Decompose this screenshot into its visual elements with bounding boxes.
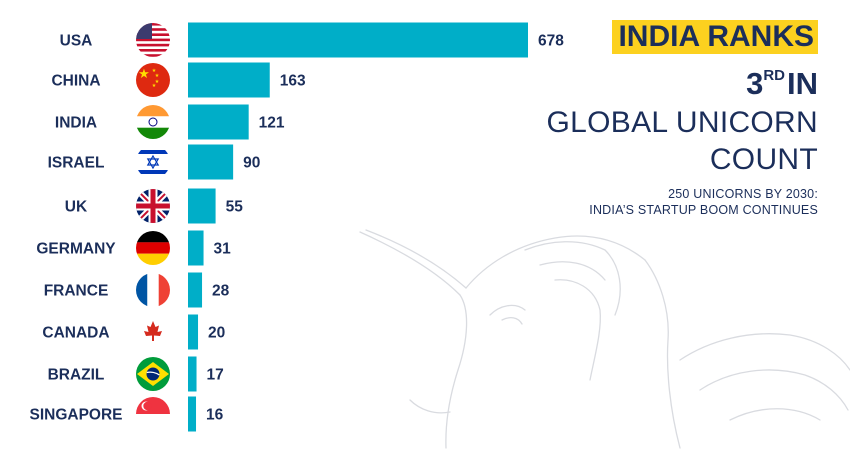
value-label-usa: 678: [538, 33, 564, 50]
svg-text:★: ★: [152, 68, 157, 74]
bar-canada: [188, 314, 199, 350]
value-label-germany: 31: [214, 241, 232, 258]
bar-israel: [188, 144, 234, 180]
flag-usa: [136, 23, 170, 57]
headline-rank: 3RDIN: [547, 56, 818, 104]
value-label-canada: 20: [208, 325, 225, 342]
flag-canada: [136, 315, 170, 349]
value-label-china: 163: [280, 73, 306, 90]
category-label-singapore: SINGAPORE: [29, 407, 122, 424]
flag-uk: [136, 189, 170, 223]
category-label-china: CHINA: [51, 73, 100, 90]
category-label-france: FRANCE: [44, 283, 109, 300]
category-label-uk: UK: [65, 199, 88, 216]
flag-brazil: [136, 357, 170, 391]
svg-text:★: ★: [152, 83, 157, 89]
rank-suffix: RD: [763, 67, 785, 84]
category-label-india: INDIA: [55, 115, 97, 132]
category-label-israel: ISRAEL: [48, 155, 105, 172]
bar-uk: [188, 188, 216, 224]
flag-germany: [136, 231, 170, 265]
headline-line3: GLOBAL UNICORN: [546, 106, 818, 139]
svg-text:★: ★: [138, 67, 150, 82]
headline-highlight: INDIA RANKS: [612, 20, 818, 54]
subtitle-line2: INDIA’S STARTUP BOOM CONTINUES: [589, 203, 818, 217]
bar-singapore: [188, 396, 197, 432]
category-label-germany: GERMANY: [36, 241, 116, 258]
bar-india: [188, 104, 249, 140]
bar-germany: [188, 230, 204, 266]
svg-text:★: ★: [155, 73, 160, 79]
flag-china: ★ ★ ★ ★ ★: [136, 63, 170, 97]
category-label-usa: USA: [60, 33, 93, 50]
subtitle-line1: 250 UNICORNS BY 2030:: [668, 187, 818, 201]
flag-france: [136, 273, 170, 307]
flag-israel: [136, 145, 170, 179]
value-label-israel: 90: [243, 155, 260, 172]
headline-line4: COUNT: [709, 143, 818, 176]
svg-text:★: ★: [155, 79, 160, 85]
value-label-brazil: 17: [207, 367, 224, 384]
rank-word: IN: [787, 66, 818, 101]
flag-singapore: [136, 397, 170, 431]
value-label-uk: 55: [226, 199, 244, 216]
value-label-france: 28: [212, 283, 230, 300]
rank-number: 3: [746, 66, 764, 101]
category-label-brazil: BRAZIL: [48, 367, 105, 384]
value-label-india: 121: [259, 115, 285, 132]
bar-china: [188, 62, 270, 98]
unicorn-watermark: [359, 229, 850, 449]
bar-france: [188, 272, 203, 308]
bar-brazil: [188, 356, 197, 392]
bar-usa: [188, 22, 528, 58]
category-label-canada: CANADA: [42, 325, 109, 342]
flag-india: [136, 105, 170, 139]
headline: INDIA RANKS 3RDIN GLOBAL UNICORN COUNT 2…: [547, 20, 818, 218]
value-label-singapore: 16: [206, 407, 224, 424]
